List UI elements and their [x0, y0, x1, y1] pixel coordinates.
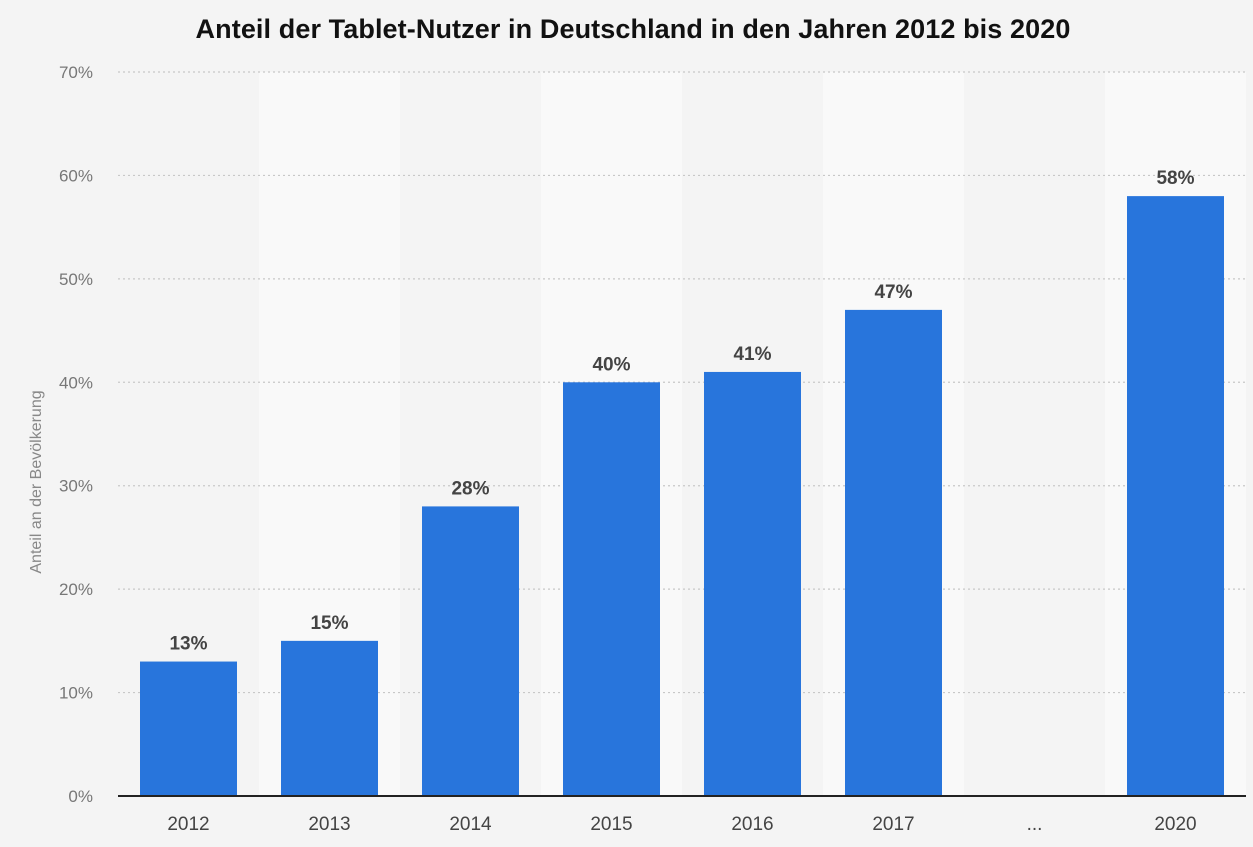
x-tick-label: 2020: [1154, 814, 1196, 835]
x-tick-label: ...: [1027, 814, 1043, 835]
x-axis-labels: 2012 2013 2014 2015 2016 2017... 2020: [167, 814, 1196, 835]
y-tick-label: 60%: [59, 166, 93, 185]
x-tick-label: 2014: [449, 814, 492, 835]
y-tick-label: 0%: [68, 787, 93, 806]
data-label: 28%: [451, 478, 489, 499]
x-tick-label: 2015: [590, 814, 632, 835]
bar: [140, 661, 237, 796]
y-tick-label: 10%: [59, 684, 93, 703]
data-labels: 13% 15% 28% 40% 41% 47% 58%: [169, 168, 1194, 654]
y-tick-label: 30%: [59, 477, 93, 496]
y-axis-title: Anteil an der Bevölkerung: [28, 390, 45, 573]
y-tick-label: 70%: [59, 63, 93, 82]
y-tick-label: 20%: [59, 580, 93, 599]
chart-title: Anteil der Tablet-Nutzer in Deutschland …: [195, 14, 1071, 44]
bar: [704, 371, 801, 796]
bar: [563, 382, 660, 796]
data-label: 41%: [733, 344, 771, 365]
x-tick-label: 2013: [308, 814, 350, 835]
bar: [845, 309, 942, 796]
y-tick-label: 50%: [59, 270, 93, 289]
data-label: 15%: [310, 613, 348, 634]
x-tick-label: 2012: [167, 814, 209, 835]
x-tick-label: 2016: [731, 814, 773, 835]
data-label: 40%: [592, 354, 630, 375]
bar: [1127, 196, 1224, 797]
y-tick-label: 40%: [59, 373, 93, 392]
data-label: 13%: [169, 634, 207, 655]
data-label: 58%: [1156, 168, 1194, 189]
x-tick-label: 2017: [872, 814, 914, 835]
bars: [140, 196, 1224, 797]
data-label: 47%: [874, 282, 912, 303]
bar: [422, 506, 519, 796]
bar: [281, 640, 378, 796]
gridlines: [118, 71, 1246, 694]
y-axis-ticks: 0% 10% 20% 30% 40% 50% 60% 70%: [59, 63, 93, 806]
